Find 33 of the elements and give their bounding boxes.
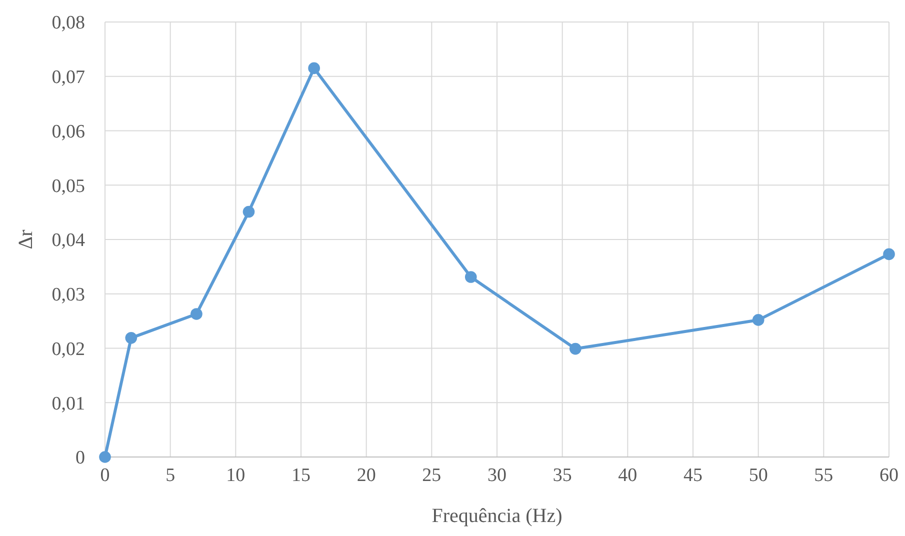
x-tick-label: 35 — [552, 465, 572, 486]
x-tick-label: 20 — [356, 465, 376, 486]
y-tick-label: 0,04 — [52, 230, 86, 252]
y-tick-label: 0,05 — [52, 176, 85, 197]
point — [308, 62, 320, 74]
point — [190, 308, 202, 320]
y-tick-label: 0 — [76, 448, 85, 469]
point — [99, 451, 111, 463]
point — [242, 206, 255, 218]
x-tick-label: 55 — [814, 465, 834, 486]
x-axis-title: Frequência (Hz) — [432, 505, 562, 527]
point — [125, 332, 138, 344]
point — [464, 271, 477, 283]
y-axis-title: Δr — [15, 229, 37, 250]
y-tick-label: 0,06 — [52, 121, 85, 142]
y-tick-label: 0,07 — [52, 67, 85, 88]
x-tick-label: 50 — [748, 465, 768, 486]
point — [883, 248, 895, 260]
x-tick-label: 40 — [618, 465, 638, 486]
x-tick-label: 0 — [100, 465, 110, 486]
x-tick-label: 5 — [166, 465, 176, 486]
x-tick-label: 45 — [684, 465, 702, 486]
y-tick-label: 0,03 — [52, 284, 85, 306]
x-tick-label: 15 — [292, 465, 310, 486]
x-tick-label: 60 — [880, 465, 898, 486]
x-tick-label: 25 — [422, 465, 442, 486]
y-tick-label: 0,01 — [52, 393, 85, 414]
y-tick-label: 0,02 — [52, 338, 85, 360]
point — [569, 342, 582, 355]
x-tick-label: 10 — [226, 465, 246, 486]
y-tick-label: 0,08 — [52, 12, 85, 34]
point — [752, 314, 764, 326]
x-tick-label: 30 — [488, 465, 506, 486]
